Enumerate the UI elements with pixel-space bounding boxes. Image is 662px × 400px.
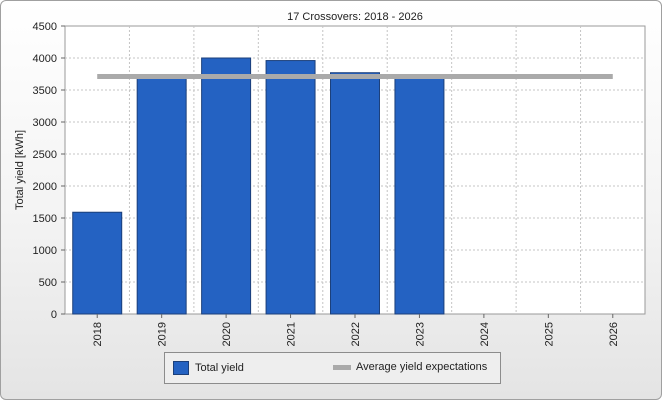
y-axis: 0 500 1000 1500 2000 2500 3000 3500 4000 4500	[33, 21, 65, 321]
x-tick-label: 2025	[543, 322, 555, 346]
legend-swatch-bar	[173, 361, 189, 375]
x-tick-label: 2024	[479, 322, 491, 346]
y-tick-label: 3000	[33, 117, 57, 129]
x-tick-label: 2023	[414, 322, 426, 346]
y-tick-label: 3500	[33, 85, 57, 97]
x-tick-label: 2018	[92, 322, 104, 346]
y-tick-label: 2500	[33, 149, 57, 161]
y-tick-label: 0	[51, 309, 57, 321]
y-axis-label: Total yield [kWh]	[14, 130, 26, 210]
y-tick-label: 500	[39, 277, 57, 289]
bar-2021	[265, 60, 316, 315]
legend-label-total-yield: Total yield	[195, 362, 244, 374]
bar-series	[72, 57, 445, 315]
y-tick-label: 4500	[33, 21, 57, 33]
legend: Total yield Average yield expectations	[164, 352, 501, 384]
x-tick-label: 2019	[157, 322, 169, 346]
y-tick-label: 1000	[33, 245, 57, 257]
y-tick-label: 2000	[33, 181, 57, 193]
bar-2023	[394, 77, 445, 315]
bar-2019	[136, 77, 187, 315]
chart-title: 17 Crossovers: 2018 - 2026	[287, 11, 423, 23]
x-tick-label: 2021	[286, 322, 298, 346]
y-tick-label: 4000	[33, 53, 57, 65]
bar-2020	[201, 57, 252, 315]
bar-2018	[72, 211, 123, 315]
x-tick-label: 2020	[221, 322, 233, 346]
legend-item-average-yield: Average yield expectations	[333, 361, 487, 373]
legend-swatch-line	[333, 364, 351, 370]
x-tick-label: 2026	[608, 322, 620, 346]
y-tick-label: 1500	[33, 213, 57, 225]
legend-label-average-yield: Average yield expectations	[356, 361, 488, 373]
bar-2022	[330, 72, 380, 315]
x-tick-label: 2022	[350, 322, 362, 346]
legend-item-total-yield: Total yield	[173, 361, 244, 375]
x-axis: 2018 2019 2020 2021 2022 2023 2024 2025 2026	[92, 314, 620, 346]
